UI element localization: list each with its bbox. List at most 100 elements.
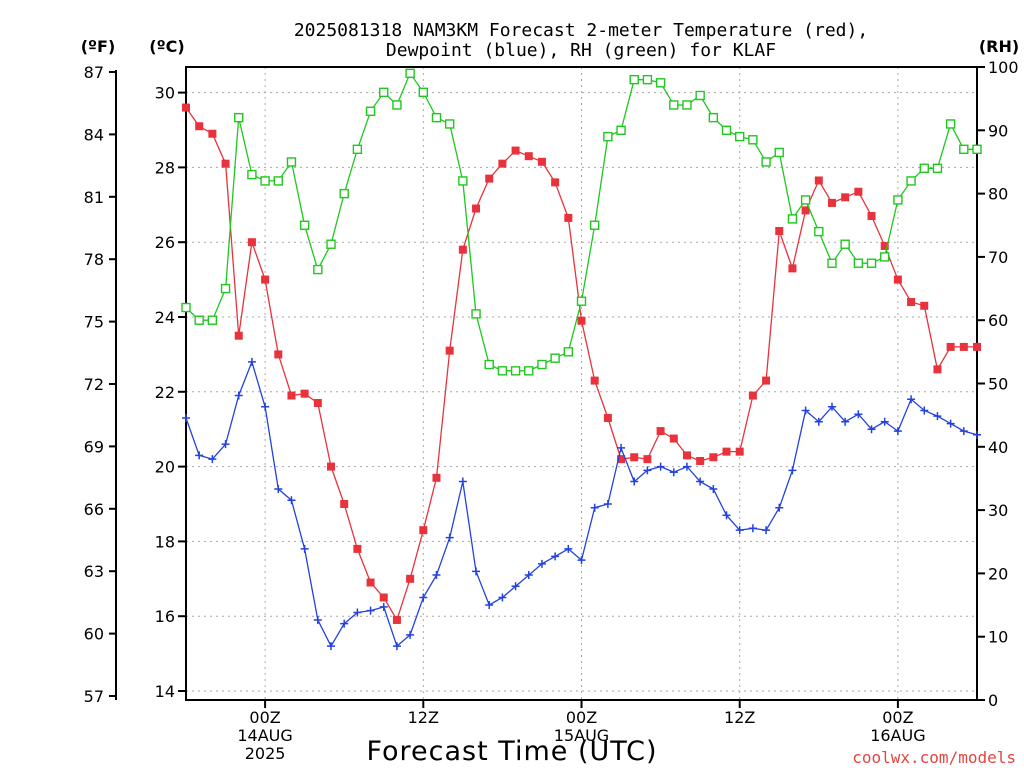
temperature-point bbox=[933, 365, 942, 374]
dewpoint-point bbox=[564, 544, 573, 553]
dewpoint-point bbox=[472, 567, 481, 576]
temperature-point bbox=[577, 316, 586, 325]
temperature-point bbox=[353, 544, 362, 553]
celsius-tick-label: 20 bbox=[155, 458, 175, 477]
rh-tick-label: 80 bbox=[988, 185, 1008, 204]
celsius-tick-label: 14 bbox=[155, 682, 175, 701]
rh-point bbox=[959, 144, 969, 154]
dewpoint-point bbox=[221, 440, 230, 449]
dewpoint-point bbox=[274, 485, 283, 494]
dewpoint-point bbox=[287, 496, 296, 505]
rh-point bbox=[497, 366, 508, 376]
temperature-point bbox=[261, 275, 270, 284]
dewpoint-point bbox=[880, 417, 889, 426]
temperature-point bbox=[366, 578, 375, 587]
rh-point bbox=[906, 176, 916, 186]
temperature-point bbox=[880, 241, 889, 250]
celsius-tick-label: 16 bbox=[155, 607, 175, 626]
temperature-point bbox=[287, 391, 296, 400]
dewpoint-point bbox=[195, 451, 204, 460]
rh-point bbox=[194, 315, 204, 325]
fahrenheit-tick-label: 72 bbox=[84, 375, 104, 394]
temperature-point bbox=[524, 152, 533, 161]
temperature-point bbox=[603, 413, 612, 422]
temperature-point bbox=[419, 526, 428, 535]
x-axis-label: Forecast Time (UTC) bbox=[366, 736, 657, 767]
rh-point bbox=[418, 87, 428, 98]
axes: 57 60 63 66 69 72 75 78 81 84 87 14 16 18 20 22 24 26 28 30… bbox=[84, 58, 1019, 763]
dewpoint-point bbox=[419, 593, 428, 602]
rh-point bbox=[708, 112, 719, 123]
rh-point bbox=[932, 163, 943, 173]
rh-point bbox=[524, 366, 534, 376]
x-tick-label: 12Z bbox=[408, 708, 439, 727]
temperature-point bbox=[867, 212, 876, 221]
grid bbox=[186, 67, 977, 700]
rh-point bbox=[273, 176, 283, 186]
fahrenheit-tick-label: 78 bbox=[84, 250, 104, 269]
temperature-point bbox=[946, 342, 955, 351]
temperature-point bbox=[472, 204, 481, 213]
dewpoint-series bbox=[182, 357, 981, 651]
series bbox=[181, 68, 982, 651]
rh-tick-label: 60 bbox=[988, 311, 1008, 330]
x-tick-label: 16AUG bbox=[870, 726, 925, 745]
rh-tick-label: 40 bbox=[988, 438, 1008, 457]
celsius-tick-label: 24 bbox=[155, 308, 175, 327]
rh-point bbox=[853, 258, 864, 268]
temperature-point bbox=[959, 342, 968, 351]
rh-point bbox=[431, 112, 442, 123]
temperature-point bbox=[814, 176, 823, 185]
x-tick-label: 00Z bbox=[249, 708, 280, 727]
dewpoint-point bbox=[920, 406, 929, 415]
dewpoint-point bbox=[867, 425, 876, 434]
dewpoint-point bbox=[696, 477, 705, 486]
temperature-point bbox=[551, 178, 560, 187]
temperature-point bbox=[775, 226, 784, 235]
rh-point bbox=[234, 112, 244, 123]
dewpoint-point bbox=[603, 500, 612, 508]
dewpoint-point bbox=[590, 503, 599, 512]
temperature-point bbox=[696, 456, 705, 465]
dewpoint-point bbox=[551, 552, 560, 561]
dewpoint-point bbox=[208, 455, 217, 464]
dewpoint-point bbox=[234, 391, 243, 400]
rh-point bbox=[589, 220, 600, 230]
fahrenheit-tick-label: 57 bbox=[84, 687, 104, 706]
rh-point bbox=[735, 131, 745, 142]
temperature-point bbox=[300, 389, 309, 398]
fahrenheit-tick-label: 87 bbox=[84, 63, 104, 82]
rh-point bbox=[181, 302, 191, 313]
dewpoint-point bbox=[498, 593, 507, 602]
rh-point bbox=[827, 258, 837, 268]
dewpoint-point bbox=[907, 395, 916, 404]
fahrenheit-tick-label: 75 bbox=[84, 313, 104, 332]
temperature-point bbox=[735, 447, 744, 456]
rh-point bbox=[339, 188, 349, 199]
celsius-tick-label: 22 bbox=[155, 383, 175, 402]
dewpoint-point bbox=[327, 642, 336, 651]
rh-point bbox=[299, 220, 310, 230]
rh-point bbox=[972, 144, 982, 154]
x-tick-label: 14AUG bbox=[237, 726, 292, 745]
dewpoint-point bbox=[709, 485, 718, 494]
dewpoint-point bbox=[524, 571, 533, 580]
rh-point bbox=[405, 68, 415, 79]
dewpoint-point bbox=[762, 526, 771, 535]
temperature-point bbox=[827, 198, 836, 207]
dewpoint-point bbox=[379, 602, 388, 611]
rh-point bbox=[484, 359, 494, 370]
dewpoint-point bbox=[959, 427, 968, 436]
dewpoint-point bbox=[946, 419, 955, 428]
temperature-point bbox=[274, 350, 283, 359]
dewpoint-point bbox=[406, 630, 415, 639]
x-tick-label: 00Z bbox=[566, 708, 597, 727]
temperature-point bbox=[590, 376, 599, 385]
rh-point bbox=[945, 119, 956, 129]
temperature-point bbox=[511, 146, 520, 155]
rh-point bbox=[893, 195, 903, 205]
temperature-point bbox=[973, 342, 981, 351]
temperature-point bbox=[247, 238, 256, 247]
temperature-point bbox=[762, 376, 771, 385]
x-tick-label: 12Z bbox=[724, 708, 755, 727]
